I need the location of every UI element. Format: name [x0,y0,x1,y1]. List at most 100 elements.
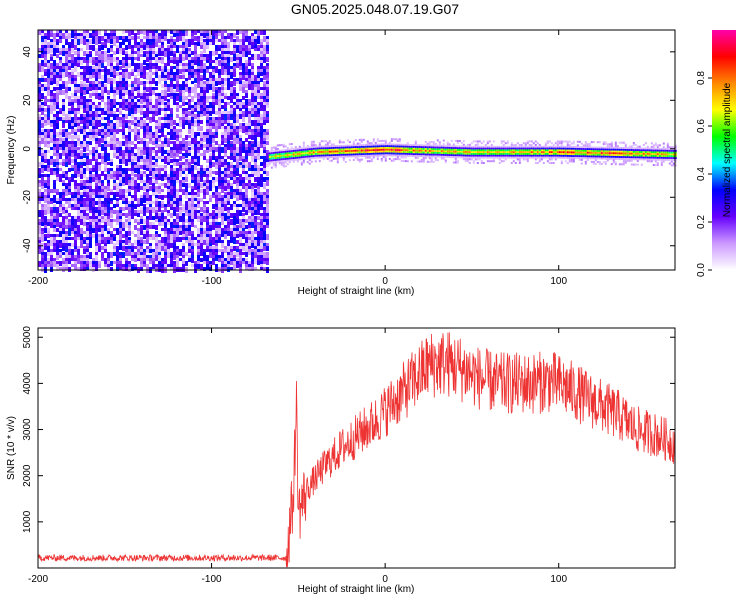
spectrogram-signal-cell [324,149,327,152]
spectrogram-signal-cell [336,150,339,153]
spectrogram-noise-cell [107,231,110,236]
spectrogram-signal-cell [272,159,275,162]
spectrogram-noise-cell [128,144,131,149]
spectrogram-noise-cell [218,213,221,218]
spectrogram-noise-cell [95,39,98,45]
spectrogram-noise-cell [266,207,269,213]
spectrogram-noise-cell [209,33,212,39]
spectrogram-noise-cell [200,147,203,150]
spectrogram-noise-cell [38,105,41,108]
spectrogram-noise-cell [251,216,254,219]
spectrogram-noise-cell [224,228,227,231]
spectrogram-noise-cell [260,255,263,260]
spectrogram-noise-cell [155,225,158,230]
spectrogram-noise-cell [83,168,86,174]
spectrogram-signal-cell [298,154,301,157]
spectrogram-noise-cell [191,36,194,39]
spectrogram-noise-cell [245,138,248,142]
spectrogram-noise-cell [143,45,146,50]
spectrogram-noise-cell [89,177,92,182]
spectrogram-noise-cell [188,117,191,121]
spectrogram-noise-cell [125,108,128,111]
spectrogram-noise-cell [254,162,257,166]
spectrogram-noise-cell [47,63,50,66]
spectrogram-noise-cell [74,264,77,270]
spectrogram-noise-cell [257,147,260,153]
spectrogram-noise-cell [230,75,233,79]
spectrogram-noise-cell [239,138,242,141]
spectrogram-noise-cell [137,45,140,48]
spectrogram-noise-cell [212,75,215,79]
spectrogram-signal-cell [332,145,335,148]
spectrogram-signal-cell [356,148,359,150]
spectrogram-noise-cell [56,120,59,123]
spectrogram-noise-cell [134,258,137,262]
spectrogram-noise-cell [200,36,203,41]
spectrogram-noise-cell [158,243,161,246]
spectrogram-noise-cell [242,207,245,212]
spectrogram-noise-cell [197,81,200,85]
spectrogram-noise-cell [65,216,68,221]
spectrogram-noise-cell [182,156,185,159]
spectrogram-noise-cell [92,165,95,168]
spectrogram-noise-cell [125,258,128,261]
spectrogram-noise-cell [101,192,104,196]
spectrogram-noise-cell [83,105,86,108]
spectrogram-noise-cell [77,216,80,219]
spectrogram-noise-cell [161,93,164,96]
spectrogram-noise-cell [215,39,218,42]
spectrogram-noise-cell [224,102,227,108]
spectrogram-noise-cell [128,162,131,165]
spectrogram-noise-cell [251,69,254,74]
spectrogram-noise-cell [242,261,245,264]
spectrogram-noise-cell [218,255,221,259]
spectrogram-signal-cell [278,153,281,156]
spectrogram-noise-cell [257,237,260,241]
spectrogram-noise-cell [62,123,65,128]
spectrogram-signal-cell [380,154,383,157]
spectrogram-noise-cell [89,33,92,38]
spectrogram-noise-cell [236,99,239,103]
spectrogram-noise-cell [242,39,245,42]
spectrogram-noise-cell [266,63,269,68]
spectrogram-noise-cell [119,246,122,250]
spectrogram-noise-cell [62,252,65,255]
spectrogram-noise-cell [215,228,218,231]
spectrogram-noise-cell [143,150,146,155]
spectrogram-noise-cell [170,171,173,177]
spectrogram-signal-cell [322,140,325,143]
spectrogram-signal-cell [354,155,357,158]
spectrogram-noise-cell [149,48,152,52]
spectrogram-signal-cell [314,147,317,150]
spectrogram-noise-cell [116,252,119,257]
spectrogram-noise-cell [83,75,86,80]
spectrogram-noise-cell [62,222,65,226]
spectrogram-noise-cell [80,195,83,199]
spectrogram-signal-cell [284,145,287,148]
spectrogram-signal-cell [272,161,275,163]
spectrogram-noise-cell [206,105,209,109]
spectrogram-signal-cell [294,157,297,159]
spectrogram-noise-cell [146,102,149,107]
spectrogram-noise-cell [188,165,191,170]
spectrogram-noise-cell [92,102,95,106]
spectrogram-noise-cell [206,240,209,244]
spectrogram-signal-cell [304,155,307,158]
spectrogram-noise-cell [140,225,143,230]
spectrogram-noise-cell [251,183,254,187]
spectrogram-noise-cell [122,198,125,201]
spectrogram-noise-cell [167,198,170,203]
spectrogram-noise-cell [206,129,209,132]
spectrogram-noise-cell [53,93,56,98]
spectrogram-noise-cell [236,186,239,190]
spectrogram-noise-cell [248,186,251,189]
spectrogram-noise-cell [155,111,158,116]
spectrogram-noise-cell [68,33,71,39]
spectrogram-noise-cell [248,177,251,182]
spectrogram-noise-cell [218,33,221,36]
spectrogram-signal-cell [274,160,277,163]
spectrogram-noise-cell [221,48,224,51]
spectrogram-noise-cell [56,63,59,67]
spectrogram-noise-cell [62,225,65,228]
spectrogram-noise-cell [254,126,257,130]
